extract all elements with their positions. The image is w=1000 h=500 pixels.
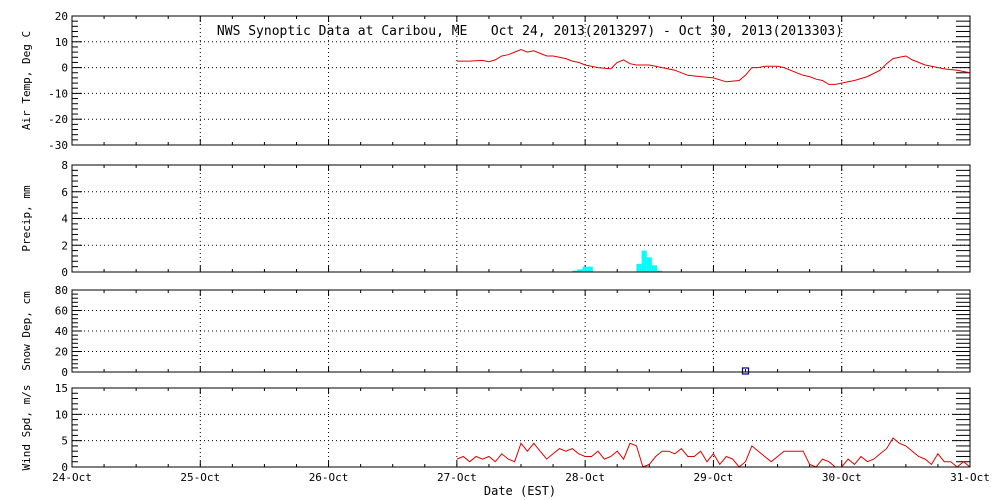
snow-frame (71, 289, 971, 373)
precip-y-axis-label: Precip, mm (20, 185, 33, 252)
x-tick-label: 31-Oct (950, 471, 990, 484)
x-tick-label: 24-Oct (52, 471, 92, 484)
x-tick-label: 29-Oct (694, 471, 734, 484)
y-tick-label: 0 (61, 62, 68, 75)
snow-depth-point (741, 367, 750, 375)
x-axis-label: Date (EST) (484, 484, 556, 498)
precip-bar (572, 270, 578, 272)
y-tick-label: 0 (61, 366, 68, 379)
y-tick-label: 80 (55, 284, 68, 297)
y-tick-label: 5 (61, 435, 68, 448)
temp-frame (71, 15, 971, 146)
precip-bar (587, 266, 593, 272)
y-tick-label: 8 (61, 159, 68, 172)
x-tick-label: 27-Oct (437, 471, 477, 484)
precip-bar (641, 250, 647, 272)
y-tick-label: -20 (48, 113, 68, 126)
x-tick-label: 25-Oct (180, 471, 220, 484)
y-tick-label: 15 (55, 382, 68, 395)
precip-bar (656, 270, 663, 272)
precip-bar (636, 263, 642, 272)
y-tick-label: 2 (61, 239, 68, 252)
temp-series-line (456, 48, 971, 85)
wind-frame (71, 387, 971, 468)
chart-panels: -30 -20 -10 0 10 20 Air Temp, Deg C 0 2 4 6 8 Precip… (20, 10, 990, 484)
snow-panel: 0 20 40 60 80 Snow Dep, cm (20, 284, 971, 379)
precip-bar (646, 257, 652, 272)
y-tick-label: 0 (61, 266, 68, 279)
x-tick-label: 26-Oct (309, 471, 349, 484)
x-tick-label: 30-Oct (822, 471, 862, 484)
precip-panel: 0 2 4 6 8 Precip, mm (20, 159, 971, 279)
y-tick-label: 10 (55, 408, 68, 421)
chart-title: NWS Synoptic Data at Caribou, ME Oct 24,… (217, 24, 843, 39)
y-tick-label: -30 (48, 139, 68, 152)
y-tick-label: 40 (55, 325, 68, 338)
y-tick-label: 4 (61, 213, 68, 226)
precip-frame (71, 164, 971, 273)
y-tick-label: 10 (55, 36, 68, 49)
precip-bar (651, 265, 657, 272)
precip-bar (577, 269, 583, 272)
y-tick-label: 6 (61, 186, 68, 199)
wind-panel: 0 5 10 15 Wind Spd, m/s (20, 382, 971, 474)
y-tick-label: 0 (61, 461, 68, 474)
y-tick-label: -10 (48, 87, 68, 100)
x-tick-label: 28-Oct (565, 471, 605, 484)
y-tick-label: 20 (55, 10, 68, 23)
precip-bar (582, 266, 588, 272)
temp-panel: -30 -20 -10 0 10 20 Air Temp, Deg C (20, 10, 971, 152)
temp-y-axis-label: Air Temp, Deg C (20, 31, 33, 130)
wind-y-axis-label: Wind Spd, m/s (20, 384, 33, 470)
snow-y-axis-label: Snow Dep, cm (20, 291, 33, 371)
wind-series-line (456, 437, 971, 468)
y-tick-label: 60 (55, 305, 68, 318)
y-tick-label: 20 (55, 346, 68, 359)
